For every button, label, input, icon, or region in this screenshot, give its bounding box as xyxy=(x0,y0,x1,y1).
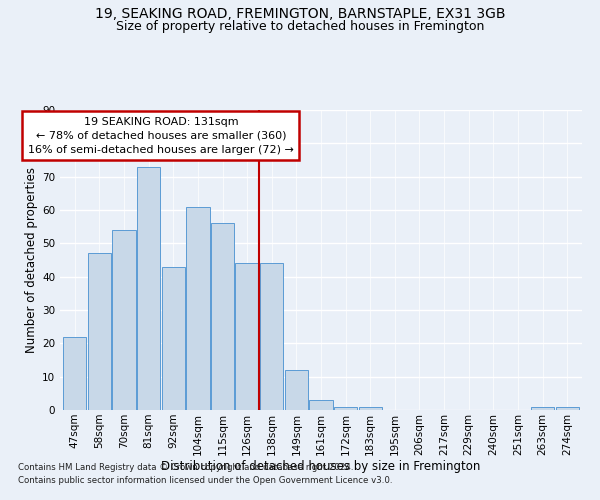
Text: 19, SEAKING ROAD, FREMINGTON, BARNSTAPLE, EX31 3GB: 19, SEAKING ROAD, FREMINGTON, BARNSTAPLE… xyxy=(95,8,505,22)
X-axis label: Distribution of detached houses by size in Fremington: Distribution of detached houses by size … xyxy=(161,460,481,473)
Text: Size of property relative to detached houses in Fremington: Size of property relative to detached ho… xyxy=(116,20,484,33)
Bar xyxy=(556,406,579,410)
Bar xyxy=(63,336,86,410)
Bar xyxy=(531,406,554,410)
Bar xyxy=(211,224,234,410)
Bar xyxy=(284,370,308,410)
Bar xyxy=(359,406,382,410)
Bar xyxy=(186,206,209,410)
Bar xyxy=(260,264,283,410)
Y-axis label: Number of detached properties: Number of detached properties xyxy=(25,167,38,353)
Bar xyxy=(112,230,136,410)
Bar xyxy=(161,266,185,410)
Text: Contains HM Land Registry data © Crown copyright and database right 2024.: Contains HM Land Registry data © Crown c… xyxy=(18,464,353,472)
Text: Contains public sector information licensed under the Open Government Licence v3: Contains public sector information licen… xyxy=(18,476,392,485)
Bar xyxy=(334,406,358,410)
Bar xyxy=(88,254,111,410)
Text: 19 SEAKING ROAD: 131sqm  
← 78% of detached houses are smaller (360)
16% of semi: 19 SEAKING ROAD: 131sqm ← 78% of detache… xyxy=(28,116,294,154)
Bar xyxy=(235,264,259,410)
Bar xyxy=(137,166,160,410)
Bar xyxy=(310,400,332,410)
